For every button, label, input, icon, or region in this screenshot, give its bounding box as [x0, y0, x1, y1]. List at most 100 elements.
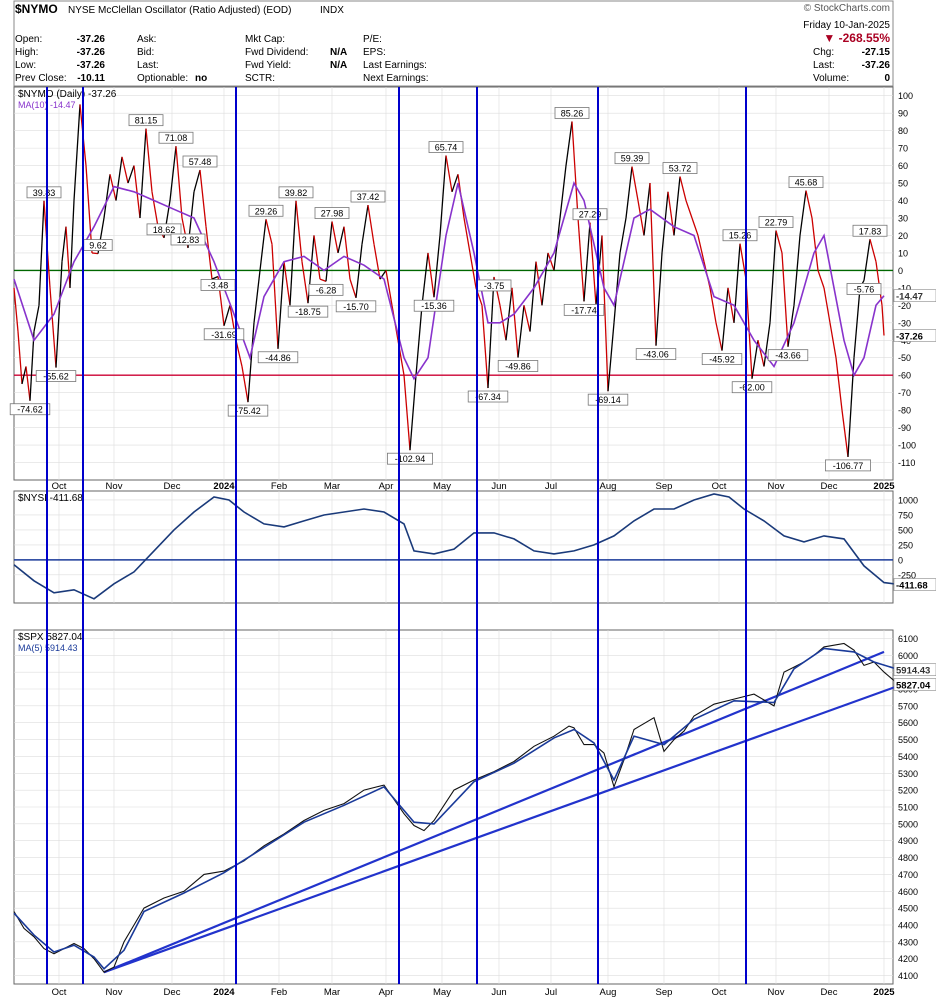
series-segment — [265, 219, 273, 245]
series-segment — [835, 357, 843, 411]
value-label-box — [825, 459, 872, 472]
quote-label: Last: — [137, 60, 159, 71]
value-label-box — [758, 216, 794, 228]
series-segment — [811, 217, 819, 271]
value-label-box — [662, 162, 698, 174]
value-label: -5.76 — [854, 284, 875, 294]
y-tick-label: -10 — [898, 283, 911, 293]
series-segment — [661, 191, 669, 253]
series-segment — [175, 146, 183, 219]
series-segment — [697, 235, 705, 262]
value-label: 27.98 — [321, 209, 344, 219]
series-segment — [325, 221, 333, 282]
quote-value: no — [195, 73, 207, 84]
y-tick-label: 70 — [898, 144, 908, 154]
series-segment — [223, 305, 231, 326]
value-label-box — [788, 176, 824, 189]
y-tick-label: 60 — [898, 161, 908, 171]
series-segment — [853, 287, 861, 358]
quote-label: Mkt Cap: — [245, 34, 285, 45]
series-segment — [863, 239, 871, 281]
series-segment — [715, 322, 723, 351]
series-segment — [643, 182, 651, 236]
value-label-box — [386, 452, 433, 465]
header-box — [13, 0, 894, 87]
series-segment — [769, 230, 777, 323]
value-label-box — [722, 229, 758, 242]
series-segment — [787, 305, 795, 347]
value-label-box — [767, 349, 809, 362]
y-tick-label: 5000 — [898, 819, 918, 829]
y-tick-label: 20 — [898, 231, 908, 241]
value-label-box — [846, 283, 882, 295]
symbol: $NYMO — [15, 2, 58, 16]
x-tick-label: Jun — [491, 987, 506, 998]
last-value-tag-box — [893, 578, 936, 591]
series-segment — [69, 200, 75, 288]
quote-label: Ask: — [137, 34, 156, 45]
quote-value: -37.26 — [77, 47, 106, 58]
value-label: 45.68 — [795, 178, 818, 188]
series-segment — [637, 200, 645, 236]
y-tick-label: 5200 — [898, 786, 918, 796]
y-tick-label: -60 — [898, 371, 911, 381]
x-tick-label: Oct — [712, 987, 727, 998]
value-label-box — [350, 190, 386, 203]
y-tick-label: 4100 — [898, 971, 918, 981]
value-label-box — [497, 360, 539, 372]
series-segment — [38, 200, 45, 306]
series-segment — [793, 235, 801, 306]
last-value-tag: 5827.04 — [896, 680, 931, 691]
series-segment — [601, 235, 609, 392]
series-segment — [13, 287, 19, 332]
value-label: -31.69 — [211, 330, 237, 340]
series-segment — [505, 287, 513, 341]
series-segment — [103, 174, 111, 219]
value-label: 57.48 — [189, 157, 212, 167]
value-label-box — [203, 328, 245, 341]
value-label: -106.77 — [833, 461, 864, 471]
x-tick-label: 2025 — [873, 987, 895, 998]
series-segment — [21, 366, 27, 385]
series-segment — [277, 261, 285, 349]
y-tick-label: 4900 — [898, 836, 918, 846]
y-tick-label: -90 — [898, 423, 911, 433]
value-label: -15.36 — [421, 301, 447, 311]
quote-label: Fwd Dividend: — [245, 47, 308, 58]
series-segment — [751, 340, 759, 379]
last-value-tag: -37.26 — [896, 331, 923, 342]
last-value-tag-box — [893, 678, 936, 691]
series-segment — [73, 104, 81, 201]
series-segment — [577, 217, 585, 302]
last-ma-tag-box — [893, 663, 936, 677]
y-tick-label: 10 — [898, 248, 908, 258]
watermark: © StockCharts.com — [804, 3, 890, 14]
series-segment — [757, 340, 765, 367]
y-tick-label: 4700 — [898, 870, 918, 880]
series-segment — [199, 169, 207, 227]
value-label-box — [614, 152, 650, 165]
series-segment — [409, 375, 417, 451]
quote-value: N/A — [330, 47, 347, 58]
series-segment — [385, 270, 393, 306]
value-label: -45.92 — [709, 355, 735, 365]
y-tick-label: 250 — [898, 540, 913, 550]
quote-label: Last Earnings: — [363, 60, 427, 71]
series-segment — [283, 261, 291, 306]
series-segment — [241, 366, 249, 403]
header: $NYMO NYSE McClellan Oscillator (Ratio A… — [13, 0, 894, 87]
panel-title: $NYMO (Daily) -37.26 — [18, 89, 117, 100]
x-tick-label: Mar — [324, 481, 340, 492]
y-tick-label: 6000 — [898, 651, 918, 661]
y-tick-label: 0 — [898, 266, 903, 276]
series-segment — [319, 278, 327, 282]
series-segment — [115, 156, 123, 201]
series-segment — [823, 287, 831, 323]
last-value-tag: -411.68 — [896, 581, 928, 592]
value-label-box — [257, 351, 299, 364]
x-tick-label: Jun — [491, 481, 506, 492]
value-label: -15.70 — [343, 302, 369, 312]
value-label: 17.83 — [859, 226, 882, 236]
value-label-box — [9, 403, 51, 416]
panel-title: $NYSI -411.68 — [18, 493, 83, 504]
